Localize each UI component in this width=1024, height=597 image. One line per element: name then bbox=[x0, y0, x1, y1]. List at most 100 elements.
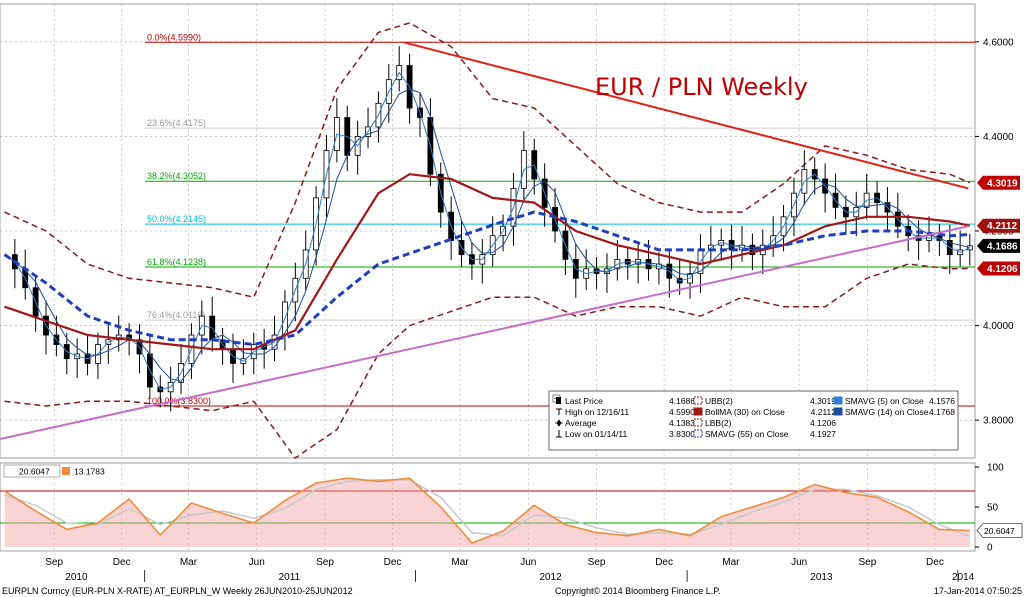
osc-legend-main: 20.6047 bbox=[19, 467, 50, 477]
price-badge-label: 4.1206 bbox=[987, 264, 1018, 275]
osc-main-line bbox=[4, 477, 970, 544]
x-tick-label: Jun bbox=[791, 557, 807, 568]
price-badge-label: 4.2112 bbox=[987, 221, 1017, 232]
low-marker-icon bbox=[556, 430, 562, 438]
legend-swatch bbox=[693, 429, 703, 438]
candle-icon bbox=[556, 397, 561, 404]
legend-value: 4.5990 bbox=[669, 407, 695, 417]
osc-fill-area bbox=[4, 478, 970, 547]
fib-label: 50.0%(4.2145) bbox=[147, 214, 206, 224]
legend-label: UBB(2) bbox=[705, 396, 733, 406]
x-tick-label: Jun bbox=[520, 557, 536, 568]
x-tick-label: Sep bbox=[316, 557, 334, 568]
legend-value: 4.1383 bbox=[669, 418, 695, 428]
footer-ticker: EURPLN Curncy (EUR-PLN X-RATE) AT_EURPLN… bbox=[2, 586, 353, 596]
price-tick-label: 3.8000 bbox=[983, 416, 1014, 427]
price-badge bbox=[977, 175, 1020, 190]
osc-legend-signal: 13.1783 bbox=[74, 467, 105, 477]
osc-legend-swatch bbox=[62, 467, 70, 475]
support-trendline bbox=[0, 225, 969, 441]
bollinger-ma-line bbox=[4, 173, 971, 351]
legend-value: 4.2112 bbox=[811, 407, 837, 417]
fib-label: 0.0%(4.5990) bbox=[147, 32, 201, 42]
legend-label: Low on 01/14/11 bbox=[565, 429, 627, 439]
price-badge bbox=[977, 218, 1020, 233]
lower-band-line bbox=[4, 263, 970, 460]
legend-entries: Last Price 4.1686 High on 12/16/11 4.5990 Av… bbox=[555, 396, 955, 439]
osc-tick-label: 0 bbox=[987, 543, 993, 554]
bollinger-bands bbox=[4, 22, 971, 460]
high-marker-icon bbox=[556, 408, 562, 415]
average-marker-icon bbox=[555, 419, 563, 427]
moving-averages bbox=[3, 71, 971, 390]
x-tick-label: Dec bbox=[113, 557, 131, 568]
osc-tick-label: 100 bbox=[987, 463, 1004, 474]
x-tick-label: Mar bbox=[451, 557, 469, 568]
legend-label: LBB(2) bbox=[705, 418, 732, 428]
price-tick-label: 4.0000 bbox=[983, 321, 1014, 332]
trendlines bbox=[0, 41, 969, 441]
year-label: 2011 bbox=[279, 572, 301, 583]
price-badge bbox=[977, 238, 1020, 253]
x-tick-label: Sep bbox=[588, 557, 606, 568]
upper-band-line bbox=[4, 22, 971, 299]
price-badge bbox=[977, 261, 1020, 276]
legend-label: High on 12/16/11 bbox=[565, 407, 629, 417]
fib-label: 23.6%(4.4175) bbox=[147, 118, 206, 128]
sma55-line bbox=[3, 210, 970, 347]
candle-body bbox=[966, 245, 973, 251]
price-badge-label: 4.3019 bbox=[987, 178, 1018, 189]
sma14-line bbox=[4, 88, 970, 382]
legend-label: Average bbox=[565, 418, 597, 428]
oscillator-panel bbox=[0, 477, 975, 547]
x-tick-label: Mar bbox=[180, 557, 198, 568]
osc-tick-label: 50 bbox=[987, 503, 999, 514]
axes: 4.60004.40004.20004.00003.80004.30194.21… bbox=[45, 37, 1023, 583]
legend-swatch bbox=[693, 407, 703, 416]
osc-badge-label: 20.6047 bbox=[984, 526, 1015, 536]
x-tick-label: Dec bbox=[384, 557, 402, 568]
legend-value: 3.8300 bbox=[669, 429, 695, 439]
legend-value: 4.1768 bbox=[929, 407, 955, 417]
chart-title: EUR / PLN Weekly bbox=[595, 73, 808, 101]
legend-swatch bbox=[693, 418, 703, 427]
x-tick-label: Dec bbox=[655, 557, 673, 568]
legend-label: SMAVG (55) on Close bbox=[705, 429, 789, 439]
legend-value: 4.3019 bbox=[810, 396, 836, 406]
legend-value: 4.1576 bbox=[929, 396, 955, 406]
year-label: 2010 bbox=[65, 572, 88, 583]
legend-swatch bbox=[833, 396, 843, 405]
sma5-line bbox=[4, 71, 971, 390]
year-label: 2013 bbox=[810, 572, 833, 583]
oscillator-legend: 20.6047 13.1783 bbox=[3, 464, 105, 478]
fib-label: 38.2%(4.3052) bbox=[147, 171, 206, 181]
price-badge-label: 4.1686 bbox=[987, 241, 1018, 252]
legend-swatch bbox=[833, 407, 843, 416]
footer-timestamp: 17-Jan-2014 07:50:25 bbox=[934, 586, 1022, 596]
legend-swatch bbox=[693, 396, 703, 405]
x-tick-label: Sep bbox=[859, 557, 877, 568]
fib-label: 100.0%(3.8300) bbox=[147, 396, 211, 406]
legend-label: BollMA (30) on Close bbox=[705, 407, 785, 417]
x-tick-label: Jun bbox=[249, 557, 265, 568]
legend-value: 4.1927 bbox=[810, 429, 836, 439]
legend-label: SMAVG (5) on Close bbox=[845, 396, 924, 406]
legend-label: SMAVG (14) on Close bbox=[845, 407, 929, 417]
x-tick-label: Sep bbox=[45, 557, 63, 568]
x-tick-label: Mar bbox=[722, 557, 740, 568]
resistance-trendline bbox=[403, 41, 969, 190]
legend: Last Price 4.1686 High on 12/16/11 4.5990 Av… bbox=[548, 390, 959, 451]
year-label: 2014 bbox=[952, 572, 975, 583]
price-tick-label: 4.6000 bbox=[983, 37, 1014, 48]
x-tick-label: Dec bbox=[926, 557, 944, 568]
footer-copyright: Copyright© 2014 Bloomberg Finance L.P. bbox=[555, 586, 721, 596]
osc-badge bbox=[976, 523, 1023, 538]
osc-signal-line bbox=[4, 479, 971, 538]
price-tick-label: 4.4000 bbox=[983, 132, 1014, 143]
legend-value: 4.1686 bbox=[669, 396, 695, 406]
legend-box bbox=[548, 390, 959, 451]
fib-label: 76.4%(4.0116) bbox=[147, 310, 205, 320]
legend-label: Last Price bbox=[565, 396, 603, 406]
